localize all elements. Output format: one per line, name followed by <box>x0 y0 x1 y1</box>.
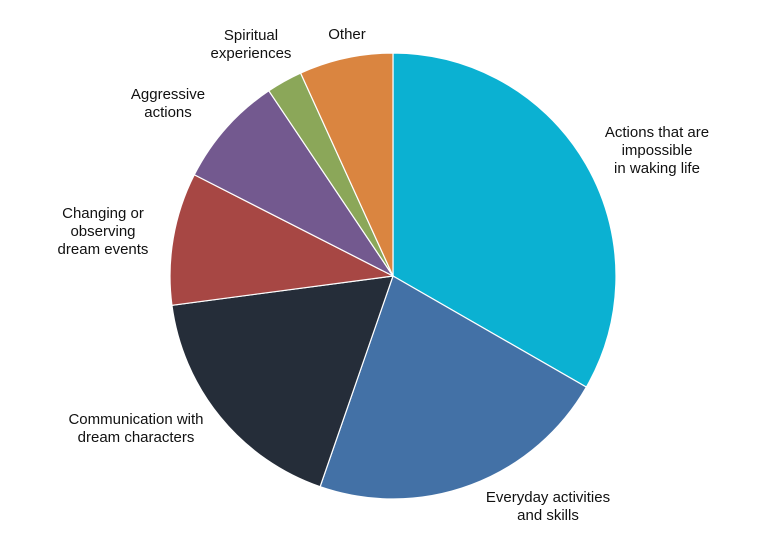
pie-labels: Actions that are impossible in waking life… <box>58 26 710 524</box>
slice-label-1: Everyday activities and skills <box>486 489 610 524</box>
slice-label-0: Actions that are impossible in waking life <box>605 124 709 177</box>
pie-slice-0 <box>392 52 617 388</box>
pie-slice-1 <box>319 275 588 500</box>
slice-label-line: in waking life <box>614 160 700 177</box>
slice-label-6: Other <box>328 26 366 43</box>
slice-label-3: Changing or observing dream events <box>58 205 149 258</box>
slice-label-line: Changing or <box>62 205 144 222</box>
slice-label-line: impossible <box>622 142 693 159</box>
slice-label-line: dream events <box>58 241 149 258</box>
slice-label-2: Communication with dream characters <box>68 411 203 446</box>
slice-label-4: Aggressive actions <box>131 86 205 121</box>
slice-label-line: actions <box>144 104 192 121</box>
slice-label-5: Spiritual experiences <box>211 27 292 62</box>
slice-label-line: dream characters <box>78 429 195 446</box>
pie-slice-3 <box>169 173 395 307</box>
pie-slice-4 <box>193 89 395 278</box>
slice-label-line: Everyday activities <box>486 489 610 506</box>
slice-label-line: Spiritual <box>224 27 278 44</box>
slice-label-line: Actions that are <box>605 124 709 141</box>
slice-label-line: Other <box>328 26 366 43</box>
pie-slice-2 <box>171 275 394 488</box>
slice-label-line: Aggressive <box>131 86 205 103</box>
slice-label-line: experiences <box>211 45 292 62</box>
slice-label-line: and skills <box>517 507 579 524</box>
pie-slices <box>169 52 617 500</box>
slice-label-line: observing <box>70 223 135 240</box>
slice-label-line: Communication with <box>68 411 203 428</box>
pie-slice-6 <box>299 52 394 277</box>
